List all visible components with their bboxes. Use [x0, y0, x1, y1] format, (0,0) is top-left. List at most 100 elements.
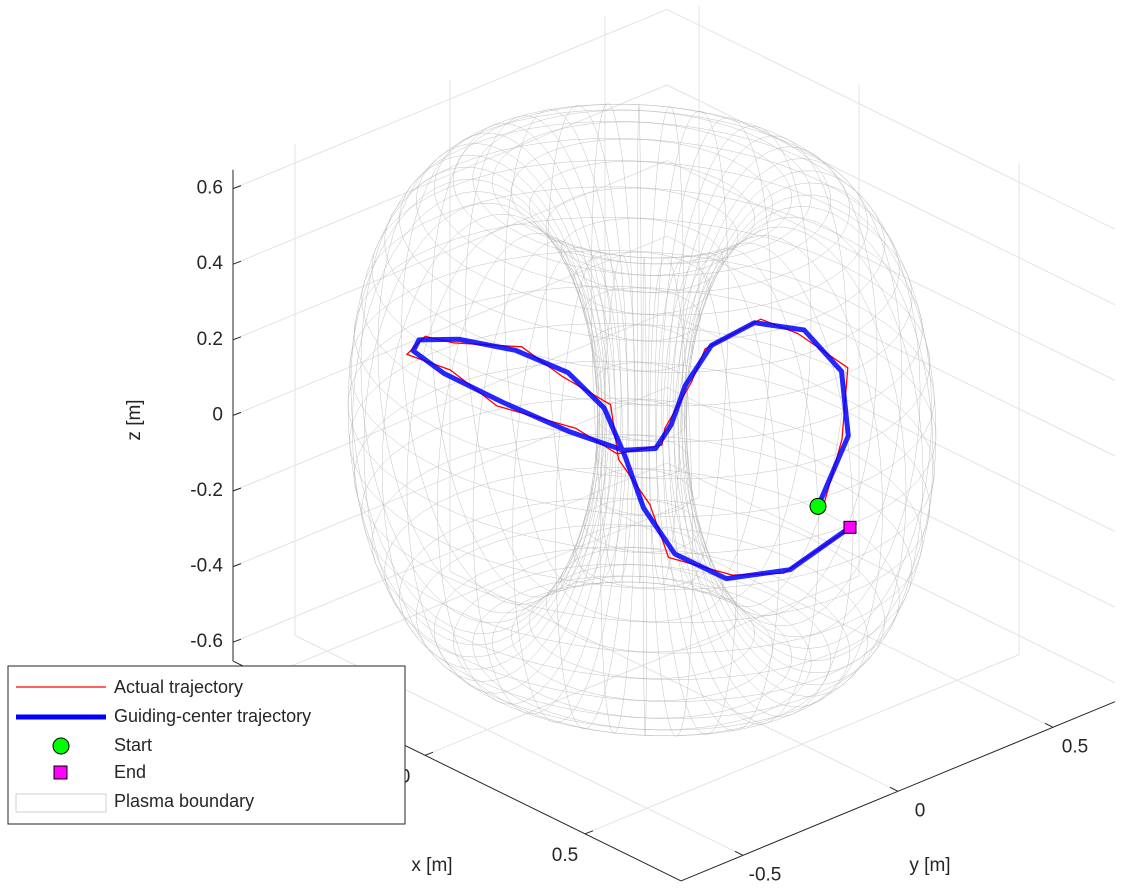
surface-wire — [511, 581, 773, 702]
z-tick — [232, 638, 242, 643]
legend-label: Actual trajectory — [114, 677, 243, 697]
surface-wire — [371, 433, 913, 680]
surface-wire — [361, 398, 923, 654]
trajectory — [410, 320, 853, 582]
surface-wire — [371, 160, 913, 407]
surface-wire — [399, 497, 885, 719]
y-tick — [734, 850, 744, 856]
surface-wire — [492, 581, 792, 719]
z-tick — [232, 336, 242, 341]
x-axis-label: x [m] — [411, 855, 452, 876]
grid-line — [449, 571, 899, 792]
surface-wire — [573, 251, 711, 315]
x-tick — [424, 751, 434, 756]
z-tick-label: -0.2 — [190, 480, 223, 501]
z-tick — [232, 487, 242, 492]
grid-line — [666, 462, 1116, 684]
z-tick — [232, 563, 242, 568]
grid-line — [666, 8, 1116, 230]
z-tick — [232, 185, 242, 190]
surface-wire — [415, 109, 869, 316]
axes: -0.6-0.4-0.200.20.40.6-0.500.5-0.500.5 — [190, 169, 1116, 885]
surface-wire — [678, 235, 883, 708]
legend-swatch — [15, 793, 107, 813]
start-marker — [809, 497, 827, 515]
surface-wire — [573, 525, 711, 589]
surface-wire — [545, 187, 739, 276]
legend-label: End — [114, 762, 146, 782]
surface-wire — [406, 223, 607, 694]
surface-wire — [434, 546, 850, 737]
surface-wire — [401, 132, 606, 605]
surface-wire — [637, 103, 642, 583]
z-tick-label: -0.6 — [190, 631, 223, 652]
x-tick-label: 0.5 — [552, 845, 578, 866]
legend-swatch — [53, 765, 68, 780]
z-tick-label: 0.4 — [197, 253, 224, 274]
surface-wire — [353, 360, 931, 623]
surface-wire — [399, 121, 885, 343]
surface-wire — [560, 218, 724, 293]
z-axis-label: z [m] — [124, 399, 145, 440]
y-axis-label: y [m] — [909, 855, 950, 876]
grid-line — [604, 507, 1054, 728]
surface-wire — [583, 499, 701, 553]
surface-wire — [453, 104, 831, 277]
y-axis-line — [680, 701, 1116, 882]
legend-label: Start — [114, 735, 152, 755]
z-tick-label: 0 — [212, 404, 223, 425]
legend-swatch — [52, 737, 70, 755]
surface-wire — [384, 467, 900, 702]
surface-wire — [492, 121, 792, 259]
y-tick-label: 0 — [915, 800, 926, 821]
legend-box — [7, 665, 406, 825]
surface-wire — [415, 524, 869, 731]
y-tick — [1044, 722, 1054, 728]
surface-wire — [472, 110, 812, 265]
surface-wire — [349, 250, 935, 517]
surface-wire — [583, 287, 701, 341]
plasma-boundary — [347, 103, 937, 737]
surface-wire — [349, 323, 935, 590]
z-tick — [232, 260, 242, 265]
x-tick — [584, 830, 594, 835]
z-tick-label: 0.6 — [197, 178, 223, 199]
legend: Actual trajectory Guiding-center traject… — [7, 665, 406, 825]
surface-wire — [347, 286, 937, 554]
z-tick-label: 0.2 — [197, 329, 223, 350]
y-tick — [889, 786, 899, 792]
grid-line — [666, 386, 1116, 608]
trajectories — [406, 318, 857, 582]
trajectory — [406, 318, 857, 576]
surface-wire — [681, 226, 907, 697]
grid-line — [666, 235, 1116, 457]
surface-wire — [504, 109, 622, 588]
grid-line — [666, 84, 1116, 306]
surface-wire — [377, 143, 603, 614]
y-tick-label: 0.5 — [1062, 736, 1088, 757]
y-tick-label: -0.5 — [749, 864, 782, 885]
surface-wire — [363, 203, 601, 670]
surface-wire — [591, 468, 693, 516]
surface-wire — [529, 576, 755, 679]
grid-line — [666, 160, 1116, 381]
surface-wire — [529, 161, 755, 264]
legend-label: Plasma boundary — [114, 791, 254, 811]
surface-wire — [434, 103, 850, 294]
surface-wire — [560, 547, 724, 622]
grid-line — [666, 311, 1116, 533]
surface-wire — [512, 246, 623, 723]
surface-wire — [472, 575, 812, 730]
surface-wire — [384, 138, 900, 373]
surface-wire — [683, 170, 921, 637]
z-tick — [232, 411, 242, 416]
surface-wire — [591, 324, 693, 372]
z-tick-label: -0.4 — [190, 556, 223, 577]
grid-line — [424, 575, 860, 756]
end-marker — [843, 520, 857, 534]
grid-line — [264, 497, 700, 678]
grid-line — [584, 654, 1020, 835]
surface-wire — [353, 217, 931, 480]
legend-label: Guiding-center trajectory — [114, 706, 311, 726]
